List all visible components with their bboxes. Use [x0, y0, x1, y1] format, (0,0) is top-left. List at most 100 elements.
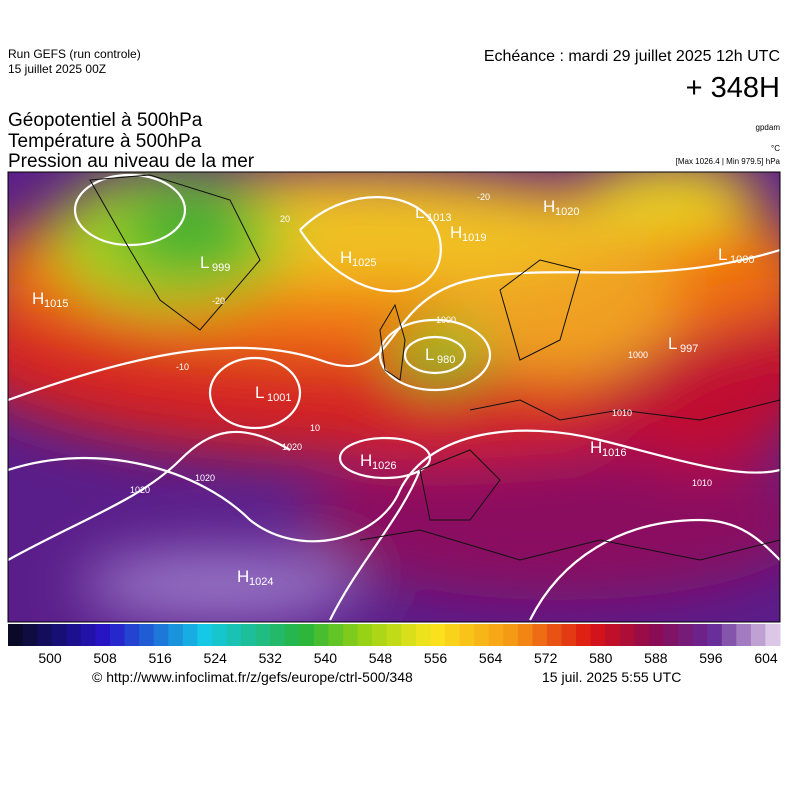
colorbar-tick-label: 500: [38, 650, 62, 666]
contour-label: 1020: [282, 442, 302, 452]
colorbar-swatch: [168, 624, 184, 646]
contour-label: 1020: [195, 473, 215, 483]
pressure-value: 1001: [267, 392, 291, 404]
colorbar-swatch: [503, 624, 519, 646]
colorbar-swatch: [66, 624, 82, 646]
pressure-kind: H: [450, 223, 462, 242]
colorbar-swatch: [8, 624, 24, 646]
colorbar-tick-label: 540: [314, 650, 338, 666]
contour-label: 10: [310, 423, 320, 433]
colorbar-tick-label: 604: [754, 650, 778, 666]
colorbar-swatch: [51, 624, 67, 646]
colorbar-tick-label: 564: [479, 650, 503, 666]
pressure-kind: H: [32, 289, 44, 308]
contour-label: 1010: [612, 408, 632, 418]
colorbar-tick-label: 556: [424, 650, 448, 666]
colorbar-swatch: [357, 624, 373, 646]
run-date: 15 juillet 2025 00Z: [8, 62, 106, 76]
contour-label: 1000: [436, 315, 456, 325]
pressure-kind: L: [668, 334, 677, 353]
colorbar-swatch: [343, 624, 359, 646]
run: Run GEFS (run controle): [8, 47, 141, 61]
contour-label: -10: [176, 362, 189, 372]
pressure-value: 1000: [730, 254, 754, 266]
colorbar-swatch: [750, 624, 766, 646]
pressure-value: 1020: [555, 206, 579, 218]
colorbar-swatch: [546, 624, 563, 646]
colorbar-swatch: [241, 624, 257, 646]
colorbar-swatch: [576, 624, 592, 646]
colorbar-swatch: [255, 624, 271, 646]
colorbar-swatch: [736, 624, 752, 646]
unit: gpdam: [756, 123, 781, 132]
colorbar-swatch: [444, 624, 461, 646]
colorbar-swatch: [663, 624, 679, 646]
colorbar-swatch: [226, 624, 242, 646]
colorbar-swatch: [328, 624, 344, 646]
colorbar-swatch: [109, 624, 126, 646]
colorbar-tick-label: 516: [148, 650, 172, 666]
pressure-kind: L: [425, 345, 434, 364]
title: Pression au niveau de la mer: [8, 151, 255, 172]
pressure-value: 999: [212, 262, 230, 274]
colorbar-tick-label: 580: [589, 650, 613, 666]
colorbar-swatch: [488, 624, 504, 646]
colorbar-swatch: [124, 624, 140, 646]
contour-label: -20: [212, 296, 225, 306]
colorbar-swatch: [197, 624, 213, 646]
colorbar-swatch: [430, 624, 446, 646]
colorbar-swatch: [634, 624, 650, 646]
pressure-value: 1024: [249, 576, 273, 588]
colorbar-swatch: [37, 624, 53, 646]
pressure-value: 1013: [427, 212, 451, 224]
colorbar-swatch: [211, 624, 227, 646]
colorbar-swatch: [678, 624, 694, 646]
colorbar-tick-label: 508: [93, 650, 117, 666]
colorbar-swatch: [619, 624, 635, 646]
contour-label: 1010: [692, 478, 712, 488]
colorbar-swatch: [386, 624, 402, 646]
pressure-value: 1019: [462, 232, 486, 244]
colorbar-swatch: [517, 624, 533, 646]
colorbar-swatch: [590, 624, 606, 646]
colorbar-swatch: [182, 624, 198, 646]
colorbar-swatch: [139, 624, 155, 646]
title: Température à 500hPa: [8, 131, 202, 152]
pressure-kind: L: [255, 383, 264, 402]
colorbar-swatch: [532, 624, 548, 646]
colorbar-swatch: [707, 624, 723, 646]
lead-time: + 348H: [686, 72, 780, 104]
map-frame: [7, 171, 781, 623]
pressure-kind: L: [200, 253, 209, 272]
colorbar-tick-label: 588: [644, 650, 668, 666]
colorbar-tick-label: 572: [534, 650, 558, 666]
colorbar-swatch: [605, 624, 621, 646]
contour-label: 20: [280, 214, 290, 224]
pressure-value: 1025: [352, 257, 376, 269]
contour-label: 1020: [130, 485, 150, 495]
echeance: Echéance : mardi 29 juillet 2025 12h UTC: [484, 48, 780, 65]
source-url: © http://www.infoclimat.fr/z/gefs/europe…: [92, 669, 413, 685]
pressure-kind: H: [340, 248, 352, 267]
title: Géopotentiel à 500hPa: [8, 110, 203, 131]
colorbar-swatch: [80, 624, 96, 646]
pressure-kind: L: [718, 245, 727, 264]
pressure-kind: H: [543, 197, 555, 216]
pressure-value: 1015: [44, 298, 68, 310]
colorbar-swatch: [721, 624, 737, 646]
colorbar-tick-label: 548: [369, 650, 393, 666]
colorbar-swatch: [299, 624, 315, 646]
pressure-value: 1016: [602, 447, 626, 459]
unit: °C: [771, 144, 780, 153]
unit: [Max 1026.4 | Min 979.5] hPa: [676, 157, 781, 166]
colorbar-swatch: [415, 624, 431, 646]
colorbar-swatch: [561, 624, 577, 646]
contour-label: -20: [477, 192, 490, 202]
colorbar-swatch: [372, 624, 388, 646]
colorbar-swatch: [313, 624, 329, 646]
generated-time: 15 juil. 2025 5:55 UTC: [542, 669, 681, 685]
colorbar-swatch: [284, 624, 300, 646]
colorbar-swatch: [270, 624, 286, 646]
colorbar-swatch: [153, 624, 169, 646]
